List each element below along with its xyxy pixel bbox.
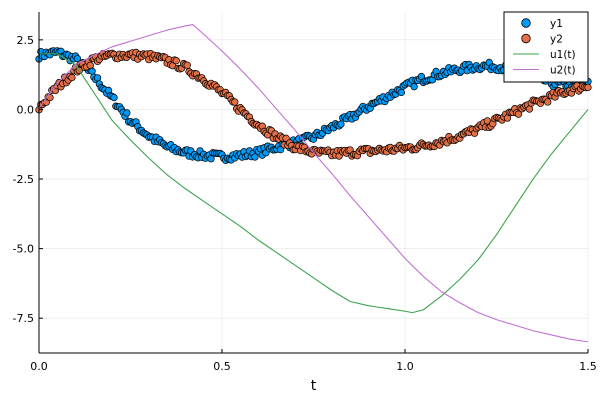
legend-box [503,11,589,83]
data-point-y1 [73,54,82,63]
x-tick-label: 1.0 [396,360,414,373]
legend-marker-y2 [521,33,531,44]
series-line-u2(t) [38,23,589,343]
data-point-y1 [410,83,418,91]
x-tick-label: 0.0 [30,360,48,373]
data-point-y2 [544,98,552,106]
axes-layer: 0.0 0.5 1.0 1.5 2.5 0.0 -2.5 -5.0 -7.5 t [13,12,597,394]
series-layer [35,23,592,343]
legend: y1 y2 u1(t) u2(t) [503,11,589,83]
legend-label-y1: y1 [550,18,563,30]
x-tick-label: 0.5 [213,360,231,373]
data-point-y1 [123,109,131,117]
data-point-y1 [397,88,405,97]
legend-label-u1(t): u1(t) [550,49,576,61]
data-point-y1 [251,153,259,161]
data-point-y2 [525,105,534,113]
y-tick-label: 0.0 [17,103,35,116]
legend-label-u2(t): u2(t) [550,65,576,77]
x-axis-label: t [311,378,317,394]
data-point-y2 [172,57,180,65]
data-point-y2 [231,98,239,106]
legend-marker-y1 [521,18,531,28]
y-tick-label: 2.5 [17,34,35,47]
data-point-y2 [584,83,592,92]
grid-layer [38,12,589,353]
data-point-y2 [183,61,191,69]
legend-label-y2: y2 [550,34,563,46]
series-line-u1(t) [39,53,589,314]
data-point-y2 [86,61,94,69]
data-point-y1 [93,74,102,82]
y-tick-label: -5.0 [13,243,34,256]
x-tick-label: 1.5 [579,360,597,373]
data-point-y2 [68,73,76,82]
y-tick-label: -2.5 [13,173,34,186]
y-tick-label: -7.5 [13,312,34,325]
series-y1 [35,47,592,164]
series-y2 [35,48,592,160]
data-point-y1 [110,93,118,102]
data-point-y1 [337,120,345,128]
